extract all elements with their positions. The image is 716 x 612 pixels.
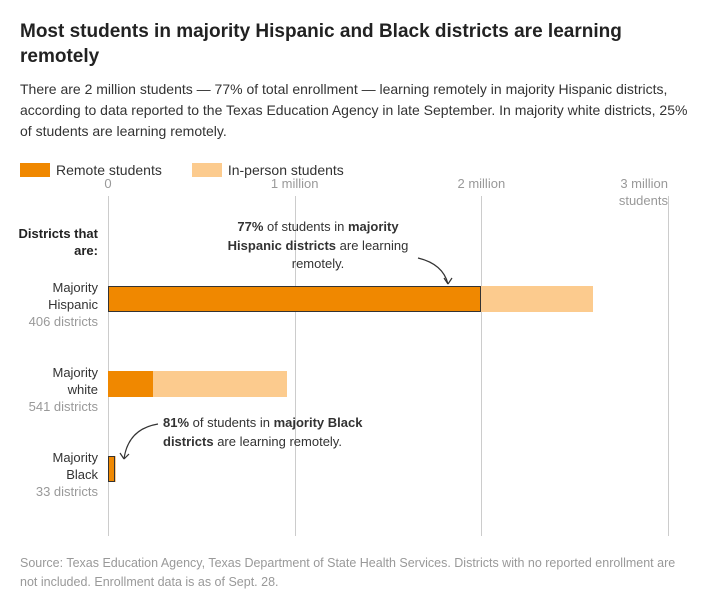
bar-remote: [108, 286, 481, 312]
axis-label: 0: [104, 176, 111, 191]
bar-wrap: [108, 371, 696, 397]
chart-subtitle: There are 2 million students — 77% of to…: [20, 79, 696, 142]
legend-item-inperson: In-person students: [192, 162, 344, 178]
row-label: Majoritywhite541 districts: [14, 365, 108, 416]
legend: Remote students In-person students: [20, 162, 696, 178]
bar-wrap: [108, 286, 696, 312]
axis-label: 3 millionstudents: [619, 176, 668, 210]
legend-item-remote: Remote students: [20, 162, 162, 178]
legend-swatch-remote: [20, 163, 50, 177]
bar-row: MajorityHispanic406 districts: [108, 286, 696, 312]
source-note: Source: Texas Education Agency, Texas De…: [20, 554, 696, 592]
bar-remote: [108, 371, 153, 397]
bar-row: Majoritywhite541 districts: [108, 371, 696, 397]
chart-title: Most students in majority Hispanic and B…: [20, 20, 696, 69]
annotation-hispanic: 77% of students in majority Hispanic dis…: [218, 218, 418, 273]
chart-area: Districts that are: 01 million2 million3…: [108, 196, 696, 536]
gridline: [668, 196, 669, 536]
arrow-icon: [118, 421, 158, 461]
axis-label: 1 million: [271, 176, 319, 191]
gridline: [108, 196, 109, 536]
gridline: [481, 196, 482, 536]
bar-row: MajorityBlack33 districts: [108, 456, 696, 482]
legend-swatch-inperson: [192, 163, 222, 177]
districts-header: Districts that are:: [14, 226, 108, 260]
row-label: MajorityBlack33 districts: [14, 450, 108, 501]
annotation-black: 81% of students in majority Black distri…: [163, 414, 363, 450]
bar-remote: [108, 456, 115, 482]
bar-wrap: [108, 456, 696, 482]
axis-label: 2 million: [457, 176, 505, 191]
row-label: MajorityHispanic406 districts: [14, 280, 108, 331]
